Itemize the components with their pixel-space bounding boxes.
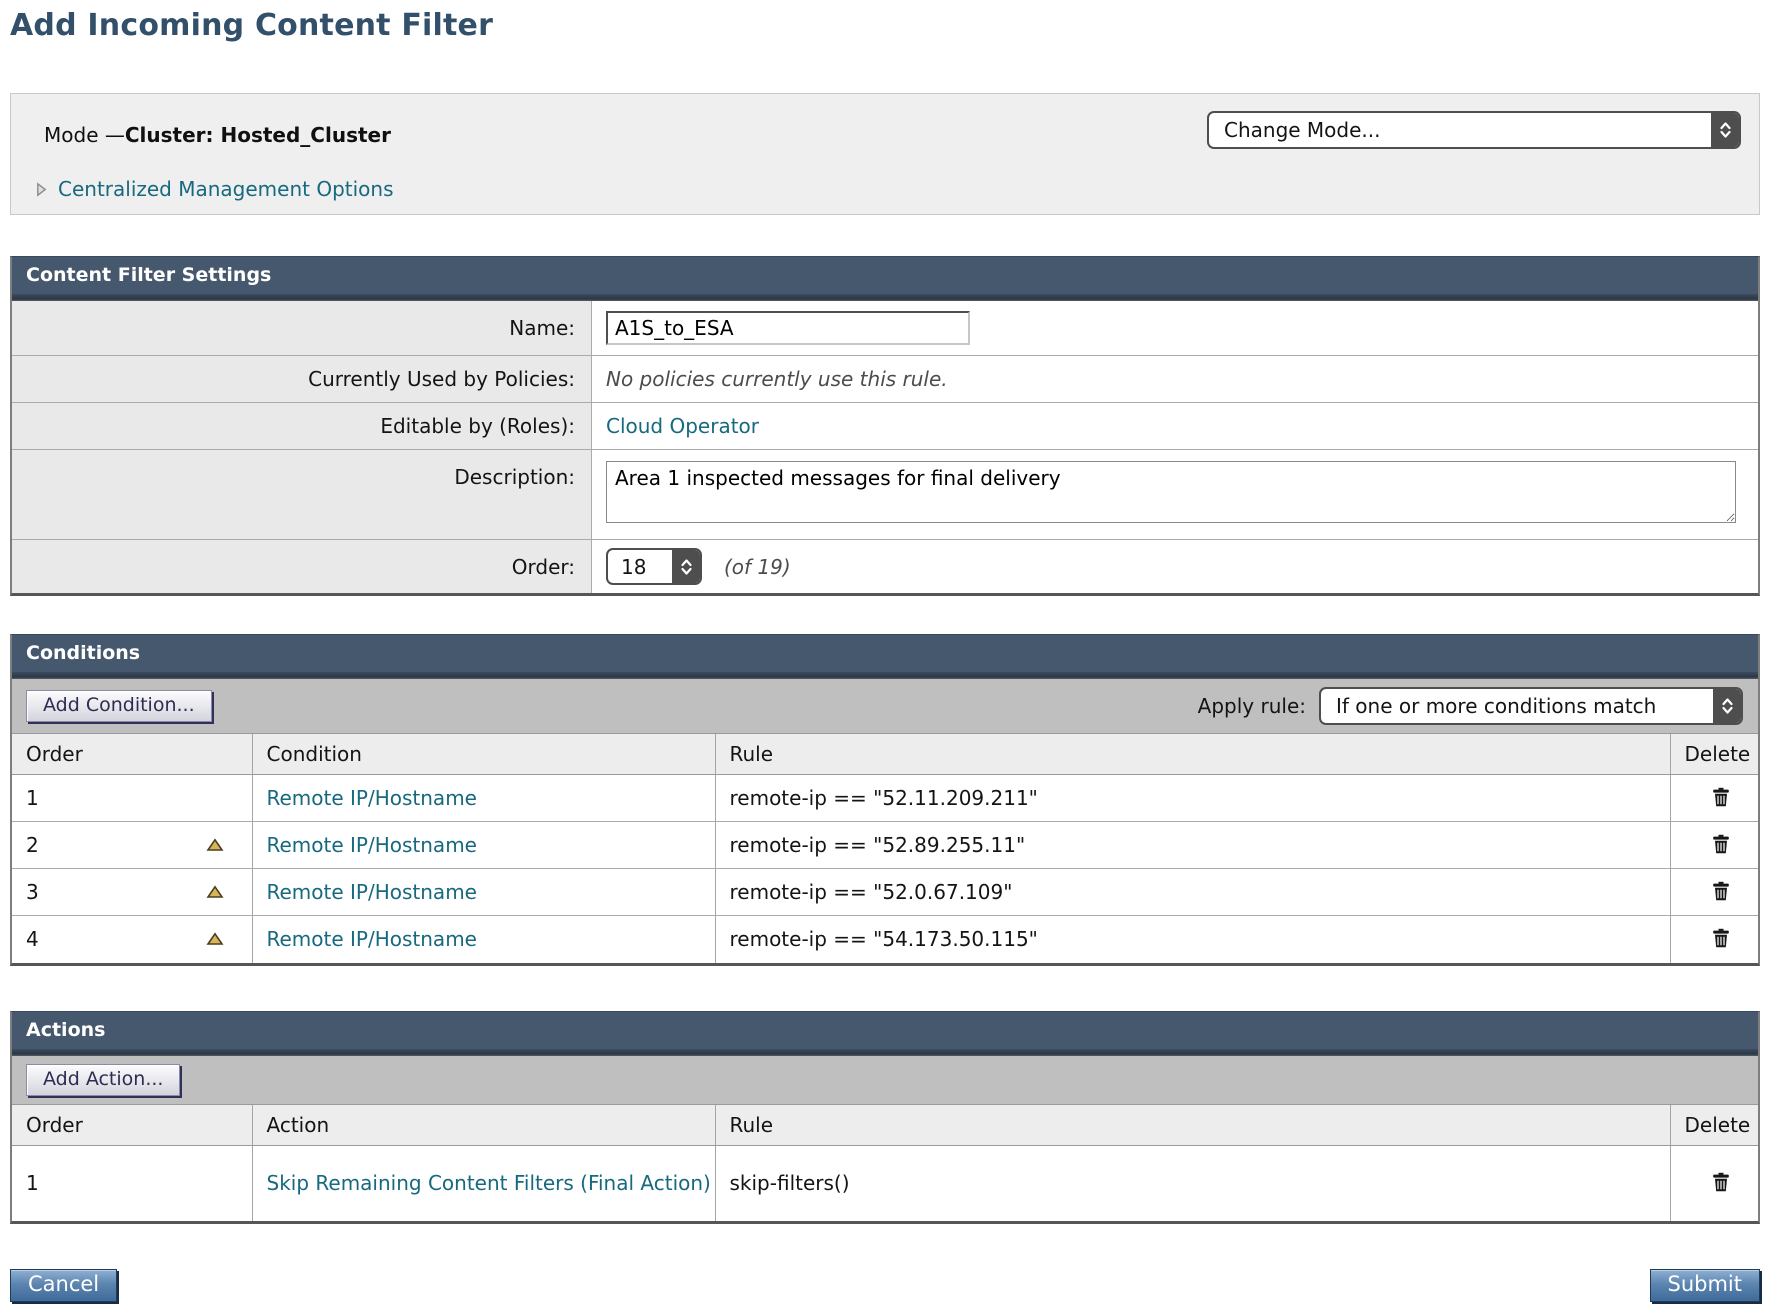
condition-rule: remote-ip == "52.89.255.11": [714, 821, 1670, 869]
condition-link[interactable]: Remote IP/Hostname: [266, 880, 477, 904]
conditions-section: Conditions Add Condition... Apply rule: …: [10, 634, 1760, 966]
condition-order: 2: [26, 833, 39, 857]
col-rule: Rule: [714, 1103, 1670, 1146]
condition-row: 4 Remote IP/Hostname remote-ip == "54.17…: [12, 915, 1758, 963]
col-rule: Rule: [714, 733, 1670, 775]
condition-order: 4: [26, 927, 39, 952]
apply-rule-label: Apply rule:: [1197, 694, 1306, 718]
action-row: 1 Skip Remaining Content Filters (Final …: [12, 1145, 1758, 1221]
up-triangle-icon: [205, 885, 224, 902]
trash-icon: [1712, 1172, 1730, 1195]
actions-header-row: Order Action Rule Delete: [12, 1103, 1758, 1146]
mode-line: Mode —Cluster: Hosted_Cluster: [44, 123, 391, 147]
move-up-button[interactable]: [204, 930, 226, 948]
description-label: Description:: [12, 450, 592, 539]
page: Add Incoming Content Filter Mode —Cluste…: [10, 8, 1760, 1302]
section-header-shadow: [12, 1048, 1758, 1056]
order-select[interactable]: 18: [606, 548, 702, 585]
col-action: Action: [251, 1103, 715, 1146]
settings-row-name: Name:: [12, 301, 1758, 355]
page-title: Add Incoming Content Filter: [10, 8, 494, 43]
up-triangle-icon: [205, 838, 224, 855]
conditions-toolbar: Add Condition... Apply rule: If one or m…: [12, 679, 1758, 733]
actions-toolbar: Add Action...: [12, 1055, 1758, 1104]
actions-table: Order Action Rule Delete 1 Skip Remainin…: [12, 1103, 1758, 1221]
select-stepper-icon: [1711, 113, 1739, 147]
up-triangle-icon: [205, 932, 224, 949]
delete-condition-button[interactable]: [1710, 879, 1732, 903]
settings-row-description: Description: Area 1 inspected messages f…: [12, 449, 1758, 539]
move-up-button[interactable]: [204, 836, 226, 854]
trash-icon: [1712, 881, 1730, 904]
col-order: Order: [12, 733, 252, 775]
delete-action-button[interactable]: [1710, 1170, 1732, 1194]
disclosure-triangle-icon[interactable]: [36, 181, 47, 197]
action-link[interactable]: Skip Remaining Content Filters (Final Ac…: [266, 1170, 711, 1195]
condition-link[interactable]: Remote IP/Hostname: [266, 927, 477, 952]
settings-row-order: Order: 18 (of 19): [12, 539, 1758, 593]
change-mode-select[interactable]: Change Mode...: [1207, 111, 1741, 149]
mode-dash: —: [104, 123, 125, 147]
order-select-value: 18: [621, 554, 647, 579]
mode-panel: Mode —Cluster: Hosted_Cluster Change Mod…: [10, 93, 1760, 215]
name-input[interactable]: [606, 311, 970, 345]
add-condition-button[interactable]: Add Condition...: [26, 690, 212, 722]
settings-section-title: Content Filter Settings: [12, 257, 1758, 294]
condition-link[interactable]: Remote IP/Hostname: [266, 786, 477, 810]
apply-rule-group: Apply rule: If one or more conditions ma…: [1198, 687, 1743, 725]
mode-value: Cluster: Hosted_Cluster: [124, 123, 391, 147]
cloud-operator-link[interactable]: Cloud Operator: [606, 414, 760, 438]
delete-condition-button[interactable]: [1710, 785, 1732, 809]
section-header-shadow: [12, 294, 1758, 301]
trash-icon: [1712, 834, 1730, 857]
trash-icon: [1712, 928, 1730, 951]
centralized-management-options-link[interactable]: Centralized Management Options: [58, 177, 394, 201]
condition-row: 2 Remote IP/Hostname remote-ip == "52.89…: [12, 821, 1758, 869]
actions-section-title: Actions: [12, 1011, 1758, 1049]
col-delete: Delete: [1669, 733, 1758, 775]
action-rule: skip-filters(): [714, 1145, 1670, 1221]
section-header-shadow: [12, 672, 1758, 679]
apply-rule-select[interactable]: If one or more conditions match: [1319, 687, 1743, 725]
condition-order: 3: [26, 880, 39, 904]
move-up-button[interactable]: [204, 883, 226, 901]
content-filter-settings-section: Content Filter Settings Name: Currently …: [10, 256, 1760, 596]
actions-section: Actions Add Action... Order Action Rule …: [10, 1010, 1760, 1224]
conditions-header-row: Order Condition Rule Delete: [12, 733, 1758, 775]
col-condition: Condition: [251, 733, 715, 775]
name-label: Name:: [12, 301, 592, 355]
change-mode-select-value: Change Mode...: [1224, 118, 1381, 142]
delete-condition-button[interactable]: [1710, 832, 1732, 856]
condition-link[interactable]: Remote IP/Hostname: [266, 833, 477, 857]
roles-label: Editable by (Roles):: [12, 403, 592, 449]
apply-rule-select-value: If one or more conditions match: [1336, 694, 1657, 718]
condition-rule: remote-ip == "54.173.50.115": [714, 915, 1670, 963]
trash-icon: [1712, 787, 1730, 810]
condition-row: 3 Remote IP/Hostname remote-ip == "52.0.…: [12, 868, 1758, 916]
select-stepper-icon: [1713, 689, 1741, 723]
order-label: Order:: [12, 540, 592, 593]
action-order: 1: [26, 1171, 39, 1196]
policies-label: Currently Used by Policies:: [12, 356, 592, 402]
condition-row: 1 Remote IP/Hostname remote-ip == "52.11…: [12, 774, 1758, 822]
delete-condition-button[interactable]: [1710, 926, 1732, 950]
settings-row-roles: Editable by (Roles): Cloud Operator: [12, 402, 1758, 449]
conditions-section-title: Conditions: [12, 635, 1758, 672]
settings-row-policies: Currently Used by Policies: No policies …: [12, 355, 1758, 402]
centralized-management-row: Centralized Management Options: [36, 177, 394, 201]
conditions-table: Order Condition Rule Delete 1 Remote IP/…: [12, 733, 1758, 963]
condition-rule: remote-ip == "52.0.67.109": [714, 868, 1670, 916]
order-total: (of 19): [724, 554, 791, 579]
select-stepper-icon: [672, 550, 700, 583]
description-textarea[interactable]: Area 1 inspected messages for final deli…: [606, 461, 1736, 523]
policies-value: No policies currently use this rule.: [606, 367, 948, 391]
add-action-button[interactable]: Add Action...: [26, 1063, 181, 1096]
mode-label: Mode: [44, 123, 105, 147]
col-delete: Delete: [1669, 1103, 1758, 1146]
col-order: Order: [12, 1103, 252, 1146]
condition-order: 1: [26, 786, 39, 810]
condition-rule: remote-ip == "52.11.209.211": [714, 774, 1670, 822]
